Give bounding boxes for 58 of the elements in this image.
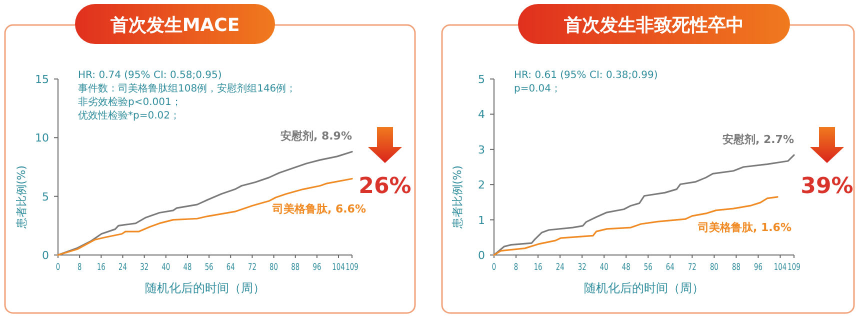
y-tick-label: 3 bbox=[478, 143, 485, 156]
x-tick-label: 72 bbox=[688, 260, 696, 272]
x-tick-label: 104 bbox=[332, 260, 345, 272]
x-tick-label: 48 bbox=[183, 260, 192, 272]
text: 39% bbox=[800, 174, 854, 199]
y-tick-label: 5 bbox=[478, 73, 485, 86]
annotation: HR: 0.74 (95% CI: 0.58;0.95) bbox=[78, 70, 222, 81]
x-tick-label: 8 bbox=[514, 260, 518, 272]
x-axis-title: 随机化后的时间（周） bbox=[584, 281, 704, 295]
y-tick-label: 0 bbox=[42, 249, 49, 262]
x-tick-label: 72 bbox=[248, 260, 256, 272]
x-tick-label: 40 bbox=[162, 260, 170, 272]
x-tick-label: 24 bbox=[556, 260, 564, 272]
x-axis-title: 随机化后的时间（周） bbox=[145, 281, 265, 295]
x-tick-label: 56 bbox=[204, 260, 214, 272]
series-label: 安慰剂, 8.9% bbox=[280, 130, 352, 143]
x-tick-label: 0 bbox=[56, 260, 60, 272]
series-label: 司美格鲁肽, 1.6% bbox=[696, 220, 792, 234]
y-tick-label: 1 bbox=[478, 214, 485, 227]
x-tick-label: 80 bbox=[710, 260, 718, 272]
x-tick-label: 32 bbox=[578, 260, 586, 272]
x-tick-label: 88 bbox=[732, 260, 740, 272]
chart-title: 首次发生非致死性卒中 bbox=[563, 15, 744, 36]
x-tick-label: 64 bbox=[666, 260, 674, 272]
x-tick-label: 104 bbox=[774, 260, 787, 272]
annotation: p=0.04； bbox=[514, 84, 561, 94]
x-tick-label: 24 bbox=[118, 260, 127, 272]
y-tick-label: 5 bbox=[42, 190, 49, 204]
annotation: 优效性检验*p=0.02； bbox=[78, 110, 180, 122]
x-tick-label: 48 bbox=[622, 260, 630, 272]
x-tick-label: 0 bbox=[492, 260, 496, 272]
chart-title: 首次发生MACE bbox=[109, 15, 240, 36]
x-tick-label: 80 bbox=[270, 260, 278, 272]
x-tick-label: 40 bbox=[600, 260, 608, 272]
x-tick-label: 32 bbox=[140, 260, 149, 272]
x-tick-label: 109 bbox=[788, 260, 800, 272]
y-tick-label: 0 bbox=[478, 249, 485, 262]
x-tick-label: 56 bbox=[644, 260, 652, 272]
x-tick-label: 96 bbox=[312, 260, 322, 272]
x-tick-label: 96 bbox=[754, 260, 762, 272]
x-tick-label: 8 bbox=[77, 260, 82, 272]
y-axis-title: 患者比例(%) bbox=[15, 165, 28, 230]
y-axis-title: 患者比例(%) bbox=[451, 165, 464, 230]
x-tick-label: 109 bbox=[346, 260, 358, 272]
x-tick-label: 16 bbox=[96, 260, 106, 272]
y-tick-label: 15 bbox=[35, 73, 49, 86]
series-label: 司美格鲁肽, 6.6% bbox=[271, 202, 366, 216]
annotation: HR: 0.61 (95% CI: 0.38;0.99) bbox=[514, 70, 658, 81]
annotation: 事件数：司美格鲁肽组108例，安慰剂组146例； bbox=[78, 82, 296, 94]
x-tick-label: 64 bbox=[226, 260, 235, 272]
y-tick-label: 10 bbox=[35, 132, 49, 145]
x-tick-label: 88 bbox=[291, 260, 300, 272]
y-tick-label: 2 bbox=[478, 178, 485, 192]
x-tick-label: 16 bbox=[534, 260, 542, 272]
series-label: 安慰剂, 2.7% bbox=[722, 133, 794, 146]
annotation: 非劣效检验p<0.001； bbox=[78, 96, 182, 108]
y-tick-label: 4 bbox=[478, 108, 485, 122]
text: 26% bbox=[358, 174, 412, 199]
